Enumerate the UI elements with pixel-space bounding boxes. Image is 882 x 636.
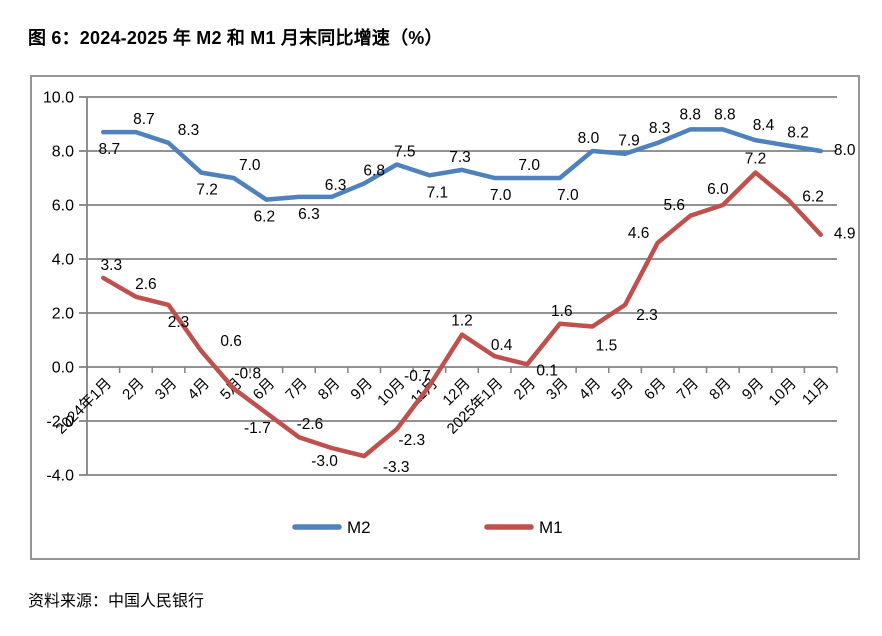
- m1-data-label: -2.3: [398, 432, 425, 449]
- m1-data-label: 7.2: [745, 151, 767, 168]
- m2-data-label: 7.2: [196, 182, 218, 199]
- legend-item-m1: M1: [484, 518, 563, 537]
- x-axis-label: 7月: [674, 375, 703, 404]
- m1-data-label: -3.0: [311, 453, 338, 470]
- source-note: 资料来源：中国人民银行: [28, 593, 205, 610]
- m1-data-label: -0.7: [404, 368, 431, 385]
- m1-data-label: 1.2: [451, 313, 473, 330]
- m2-data-label: 7.0: [518, 157, 540, 174]
- m2-data-label: 8.3: [178, 122, 200, 139]
- m1-data-label: 2.3: [168, 314, 190, 331]
- m1-data-label: 4.6: [628, 225, 650, 242]
- x-axis-label: 4月: [576, 375, 605, 404]
- m2-data-label: 6.8: [363, 162, 385, 179]
- m2-data-label: 8.7: [99, 141, 121, 158]
- m1-data-label: 0.1: [536, 362, 558, 379]
- x-axis-label: 11月: [799, 375, 833, 409]
- m1-data-label: 3.3: [101, 257, 123, 274]
- m2-data-label: 7.0: [239, 157, 261, 174]
- y-axis-label: 4.0: [52, 252, 74, 269]
- m1-data-label: 6.2: [802, 189, 824, 206]
- x-axis-label: 5月: [608, 375, 637, 404]
- m1-data-label: 1.5: [596, 338, 618, 355]
- m2-data-label: 7.0: [557, 187, 579, 204]
- m1-data-label: 2.6: [135, 276, 157, 293]
- m2-data-label: 7.9: [618, 133, 640, 150]
- y-axis-label: -2.0: [46, 414, 74, 431]
- m1-data-label: -0.8: [234, 366, 261, 383]
- x-axis-label: 2月: [119, 375, 148, 404]
- m1-data-label: 5.6: [663, 197, 685, 214]
- m2-data-label: 8.4: [753, 117, 775, 134]
- m1-data-label: -1.7: [244, 420, 271, 437]
- x-axis-label: 4月: [184, 375, 213, 404]
- figure-title: 图 6：2024-2025 年 M2 和 M1 月末同比增速（%）: [28, 28, 443, 48]
- m2-data-label: 6.3: [325, 177, 347, 194]
- x-axis-label: 6月: [641, 375, 670, 404]
- m2-data-label: 8.7: [133, 111, 155, 128]
- m1-data-label: -3.3: [383, 459, 410, 476]
- legend-label-m1: M1: [539, 518, 563, 537]
- x-axis-label: 3月: [152, 375, 181, 404]
- x-axis-label: 8月: [315, 375, 344, 404]
- m1-data-label: 4.9: [834, 226, 856, 243]
- x-axis-label: 10月: [765, 375, 799, 409]
- m1-data-label: 2.3: [636, 307, 658, 324]
- m2-data-label: 8.0: [834, 142, 856, 159]
- m2-data-label: 8.8: [714, 106, 736, 123]
- m2-data-label: 8.0: [578, 130, 600, 147]
- m1-line: [101, 170, 823, 459]
- m2-data-label: 7.5: [394, 144, 416, 161]
- y-axis-label: 10.0: [43, 90, 74, 107]
- x-axis-label: 8月: [706, 375, 735, 404]
- x-axis-label: 2月: [511, 375, 540, 404]
- legend-item-m2: M2: [292, 518, 371, 537]
- y-axis-label: -4.0: [46, 468, 74, 485]
- x-axis-label: 9月: [739, 375, 768, 404]
- m2-data-label: 8.8: [679, 106, 701, 123]
- chart-frame: 10.0 8.0 6.0 4.0 2.0 0.0 -2.0 -4.0 2024年1月 2月 3月 4月…: [30, 75, 860, 560]
- legend-label-m2: M2: [347, 518, 371, 537]
- m2-data-label: 7.1: [427, 184, 449, 201]
- x-axis-label: 7月: [282, 375, 311, 404]
- y-axis-label: 2.0: [52, 306, 74, 323]
- x-axis-label: 2024年1月: [52, 375, 115, 438]
- m1-data-label: 0.6: [220, 333, 242, 350]
- y-axis-label: 6.0: [52, 198, 74, 215]
- y-axis-label: 0.0: [52, 360, 74, 377]
- m2-data-label: 8.2: [787, 125, 809, 142]
- m1-data-label: 0.4: [491, 337, 513, 354]
- m2-data-label: 7.3: [449, 149, 471, 166]
- m2-data-label: 8.3: [649, 120, 671, 137]
- m2-data-label: 6.2: [254, 209, 276, 226]
- m1-data-label: 6.0: [707, 181, 729, 198]
- m1-data-label: 1.6: [551, 303, 573, 320]
- x-axis-label: 9月: [347, 375, 376, 404]
- m1-data-label: -2.6: [297, 416, 324, 433]
- m2-data-label: 7.0: [490, 187, 512, 204]
- m2-line: [101, 127, 823, 202]
- y-axis-label: 8.0: [52, 144, 74, 161]
- m2-data-label: 6.3: [298, 206, 320, 223]
